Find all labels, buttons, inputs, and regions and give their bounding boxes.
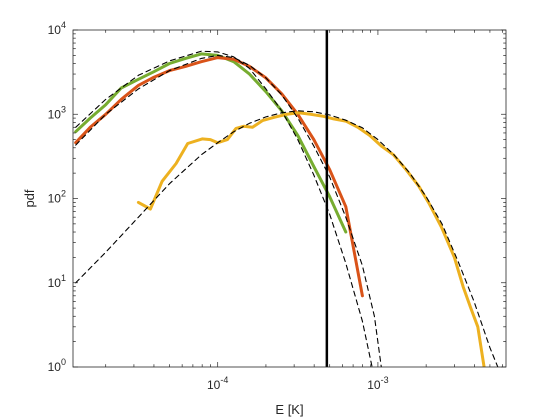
y-tick-label: 104 xyxy=(48,20,66,37)
plot-area xyxy=(73,30,506,367)
tick-label-exponent: 0 xyxy=(61,357,66,367)
tick-label-exponent: 1 xyxy=(61,273,66,283)
plot-frame xyxy=(72,29,507,368)
tick-label-base: 10 xyxy=(48,107,62,121)
tick-label-base: 10 xyxy=(48,23,62,37)
tick-label-exponent: -4 xyxy=(220,375,228,385)
data-line-1 xyxy=(74,52,348,234)
fit-line-4 xyxy=(75,50,373,367)
tick-label-exponent: 3 xyxy=(61,104,66,114)
y-axis-label: pdf xyxy=(22,189,37,207)
tick-label-base: 10 xyxy=(48,360,62,374)
tick-label-exponent: 2 xyxy=(61,189,66,199)
tick-label-base: 10 xyxy=(207,378,221,392)
data-line-2 xyxy=(74,56,364,298)
tick-label-base: 10 xyxy=(48,276,62,290)
x-tick-label: 10-4 xyxy=(207,375,228,392)
tick-label-base: 10 xyxy=(367,378,381,392)
tick-label-exponent: -3 xyxy=(381,375,389,385)
x-axis-label: E [K] xyxy=(275,402,303,417)
fit-line-6 xyxy=(75,110,499,367)
x-tick-label: 10-3 xyxy=(367,375,388,392)
data-line-3 xyxy=(136,111,486,367)
y-tick-label: 102 xyxy=(48,189,66,206)
y-tick-label: 103 xyxy=(48,104,66,121)
y-tick-label: 101 xyxy=(48,273,66,290)
tick-label-exponent: 4 xyxy=(61,20,66,30)
series-layer xyxy=(74,30,499,367)
tick-label-base: 10 xyxy=(48,192,62,206)
fit-line-5 xyxy=(75,54,382,367)
y-tick-label: 100 xyxy=(48,357,66,374)
